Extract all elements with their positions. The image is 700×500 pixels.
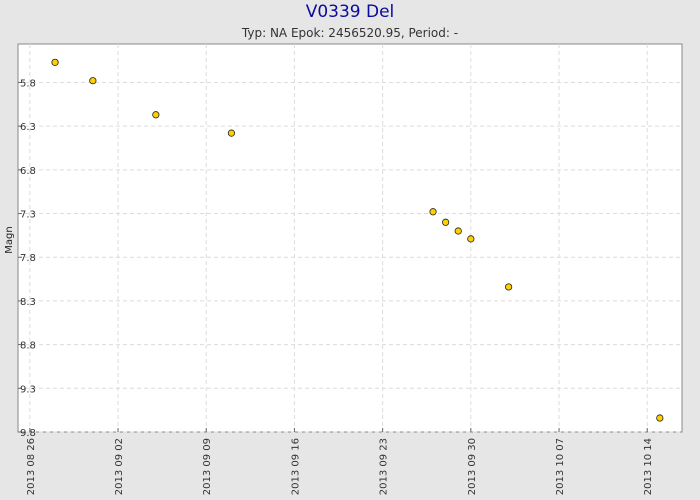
data-point	[467, 235, 475, 243]
x-tick-label: 2013 09 30	[467, 438, 478, 495]
x-tick-label: 2013 09 16	[290, 438, 301, 495]
data-point	[505, 283, 513, 291]
x-tick-label: 2013 09 23	[379, 438, 390, 495]
x-tick-label: 2013 10 14	[643, 438, 654, 495]
data-point	[51, 58, 59, 66]
y-tick-label: 6.3	[20, 122, 36, 133]
y-tick-label: 9.3	[20, 384, 36, 395]
x-tick-label: 2013 09 09	[202, 438, 213, 495]
grid	[18, 44, 682, 433]
y-tick-label: 8.8	[20, 341, 36, 352]
data-point	[442, 218, 450, 226]
x-tick-label: 2013 08 26	[26, 438, 37, 495]
y-tick-label: 7.3	[20, 210, 36, 221]
y-tick-label: 5.8	[20, 78, 36, 89]
y-tick-label: 6.8	[20, 166, 36, 177]
chart-subtitle: Typ: NA Epok: 2456520.95, Period: -	[241, 26, 459, 40]
y-tick-label: 9.8	[20, 428, 36, 439]
y-tick-label: 8.3	[20, 297, 36, 308]
y-axis-title: Magn	[4, 226, 15, 253]
data-point	[152, 111, 160, 119]
data-point	[227, 129, 236, 137]
data-point	[429, 208, 437, 216]
data-point	[89, 77, 97, 85]
chart-title: V0339 Del	[305, 2, 395, 22]
data-point	[656, 414, 664, 422]
x-tick-label: 2013 09 02	[114, 438, 125, 495]
data-points	[51, 58, 664, 422]
data-point	[454, 227, 462, 235]
y-tick-label: 7.8	[20, 253, 36, 264]
plot-area	[17, 43, 683, 433]
x-tick-label: 2013 10 07	[555, 438, 566, 495]
